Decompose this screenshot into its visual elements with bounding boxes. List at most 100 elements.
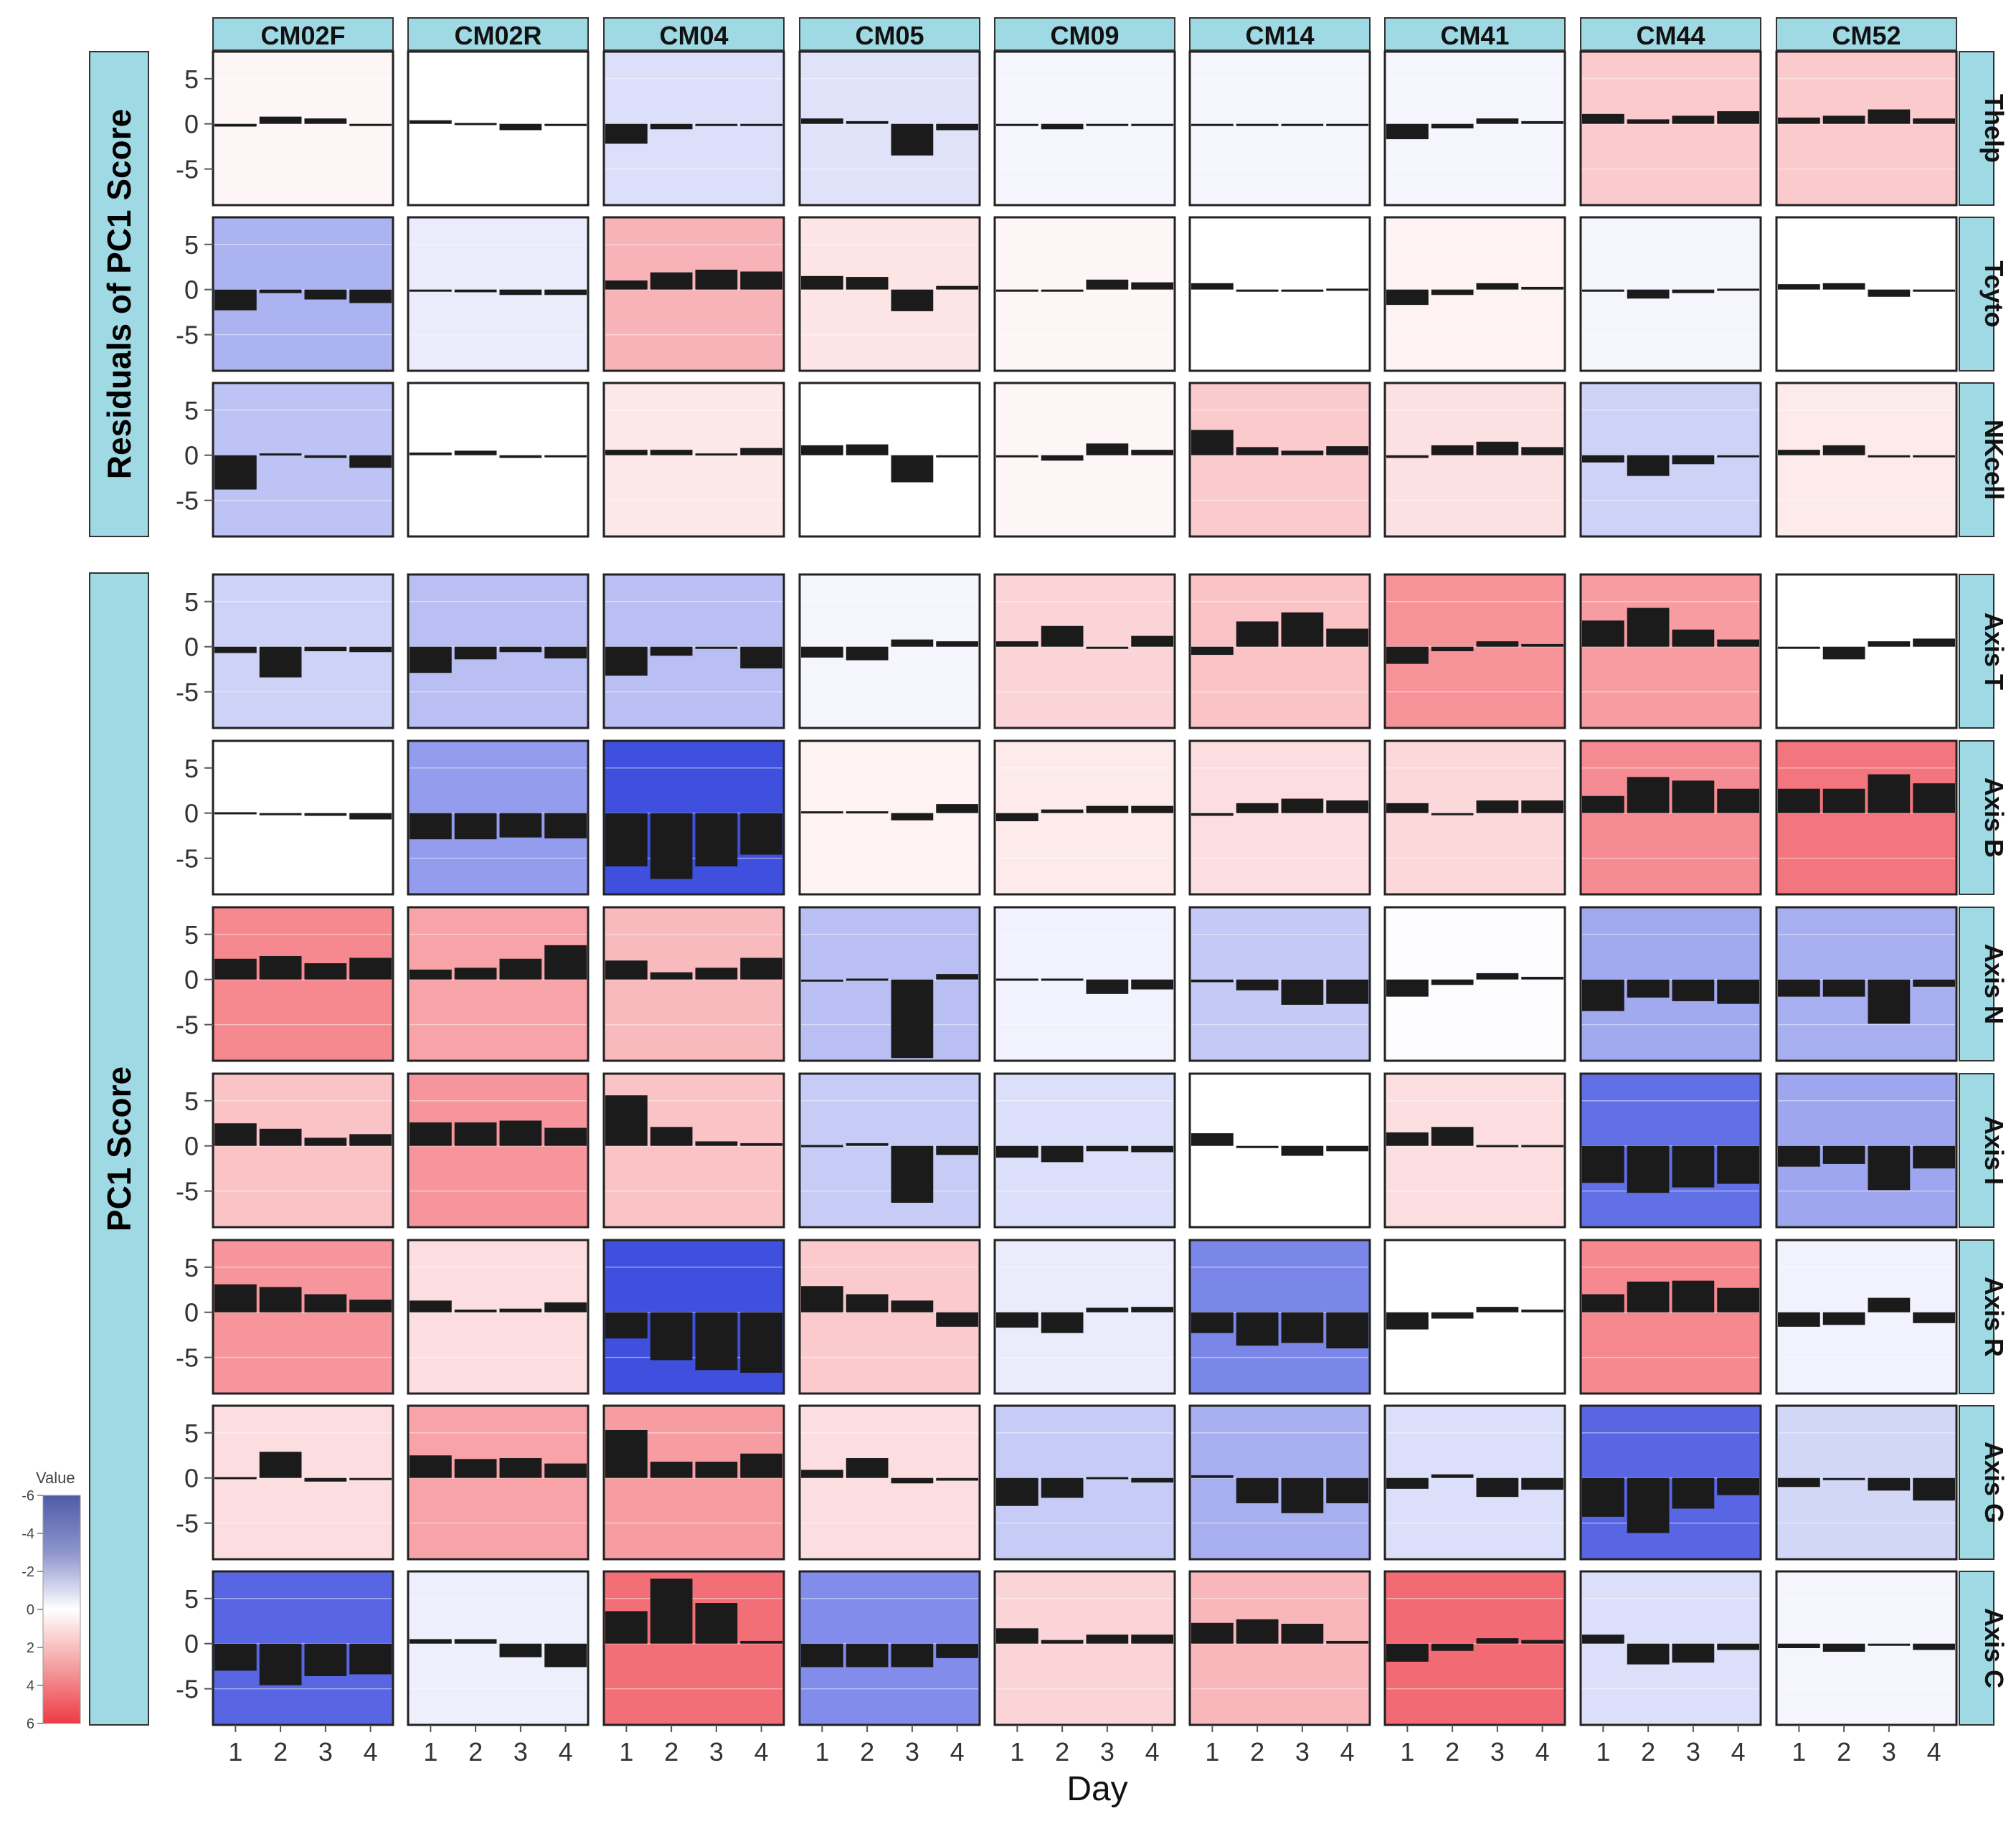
bar-day-3 [304, 1137, 347, 1146]
row-strip-axis-n [1959, 907, 1994, 1061]
x-tick-label: 2 [1445, 1737, 1459, 1766]
legend-tick-label: -2 [22, 1564, 34, 1580]
panel-background [1188, 739, 1371, 896]
bar-day-2 [454, 646, 497, 660]
panel-nkcell-cm02r [407, 382, 590, 538]
panel-axis-t-cm02f [212, 573, 394, 729]
legend-title: Value [36, 1469, 75, 1487]
bar-day-2 [1822, 1312, 1865, 1325]
bar-day-4 [544, 945, 587, 980]
bar-day-4 [1717, 111, 1759, 124]
panel-axis-t-cm41 [1383, 573, 1566, 729]
bar-day-3 [1868, 289, 1911, 297]
bar-day-1 [1386, 455, 1429, 458]
y-tick-label: 5 [184, 230, 199, 260]
bar-day-4 [1913, 289, 1955, 292]
bar-day-2 [259, 955, 302, 980]
panel-background [993, 216, 1176, 372]
bar-day-4 [1521, 1640, 1563, 1644]
panel-axis-r-cm14 [1188, 1239, 1371, 1395]
bar-day-1 [996, 455, 1038, 458]
column-label-cm02f: CM02F [260, 21, 345, 50]
bar-day-2 [846, 120, 889, 124]
bar-day-4 [936, 1312, 978, 1327]
bar-day-3 [695, 813, 738, 866]
bar-day-2 [1822, 979, 1865, 997]
bar-day-4 [1913, 1477, 1955, 1501]
bar-day-4 [1717, 639, 1759, 647]
bar-day-1 [996, 1477, 1038, 1506]
y-tick-label: 5 [184, 587, 199, 617]
bar-day-4 [349, 1643, 392, 1675]
bar-day-3 [1672, 979, 1715, 1001]
panel-background [212, 1404, 394, 1561]
bar-day-2 [259, 289, 302, 293]
bar-day-3 [499, 646, 542, 653]
panels-layer [212, 50, 1958, 1726]
bar-day-3 [1672, 115, 1715, 124]
bar-day-1 [1582, 795, 1624, 813]
legend-tick-label: -4 [22, 1526, 34, 1542]
bar-day-4 [1131, 979, 1173, 990]
y-tick-label: -5 [176, 155, 199, 184]
bar-day-4 [1717, 455, 1759, 458]
panel-nkcell-cm05 [798, 382, 981, 538]
legend-tick-label: 0 [27, 1602, 34, 1618]
panel-background [407, 1239, 590, 1395]
panel-background [798, 216, 981, 372]
legend-tick-label: 4 [27, 1678, 34, 1694]
bar-day-1 [410, 646, 452, 673]
row-label-axis-r: Axis R [1979, 1277, 2009, 1357]
column-label-cm04: CM04 [659, 21, 728, 50]
bar-day-2 [1431, 646, 1474, 651]
bar-day-2 [259, 1287, 302, 1312]
bar-day-1 [801, 1470, 843, 1478]
bar-day-4 [349, 957, 392, 980]
bar-day-1 [801, 445, 843, 455]
bar-day-3 [1086, 123, 1129, 126]
bar-day-1 [996, 813, 1038, 822]
groups-layer: Residuals of PC1 Score PC1 Score [89, 51, 149, 1726]
row-strip-axis-c [1959, 1571, 1994, 1726]
bar-day-4 [1913, 979, 1955, 987]
bar-day-1 [410, 1300, 452, 1312]
bar-day-3 [1476, 441, 1519, 455]
bar-day-2 [650, 1127, 693, 1146]
bar-day-3 [1086, 805, 1129, 813]
bar-day-2 [1431, 979, 1474, 985]
panel-axis-n-cm05 [798, 906, 981, 1062]
panel-thelp-cm02f [212, 50, 394, 207]
bar-day-1 [410, 1122, 452, 1146]
bar-day-2 [1431, 1474, 1474, 1478]
bar-day-2 [1627, 455, 1670, 476]
bar-day-4 [936, 455, 978, 458]
panel-axis-i-cm09 [993, 1072, 1176, 1229]
bar-day-3 [499, 958, 542, 980]
bar-day-3 [1086, 1635, 1129, 1644]
bar-day-2 [259, 116, 302, 124]
bar-day-3 [695, 1312, 738, 1371]
y-tick-label: 0 [184, 1132, 199, 1161]
panel-background [1579, 1239, 1762, 1395]
panel-background [212, 906, 394, 1062]
panel-background [407, 382, 590, 538]
row-label-nkcell: NKcell [1979, 420, 2009, 500]
bar-day-1 [410, 1455, 452, 1478]
bar-day-4 [1521, 800, 1563, 813]
bar-day-4 [1913, 1145, 1955, 1169]
bar-day-4 [1326, 1312, 1368, 1349]
bar-day-3 [1281, 798, 1324, 813]
row-strip-axis-g [1959, 1405, 1994, 1560]
bar-day-2 [846, 811, 889, 814]
row-strip-tcyto [1959, 217, 1994, 372]
bar-day-3 [1868, 1477, 1911, 1491]
row-label-axis-i: Axis I [1979, 1116, 2009, 1185]
bar-day-3 [695, 453, 738, 456]
y-tick-label: -5 [176, 844, 199, 874]
strips-layer: CM02F CM02R CM04 CM05 CM09 CM14 CM41 CM44 CM52 Th… [212, 17, 2009, 1726]
bar-day-3 [1476, 1307, 1519, 1312]
column-strip-cm09 [994, 17, 1175, 51]
bar-day-4 [740, 1640, 782, 1644]
panel-axis-n-cm02f [212, 906, 394, 1062]
panel-tcyto-cm52 [1775, 216, 1958, 372]
